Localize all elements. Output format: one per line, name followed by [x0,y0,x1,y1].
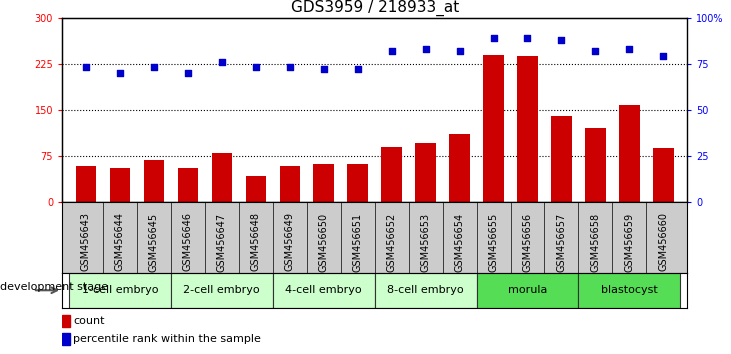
Text: blastocyst: blastocyst [601,285,658,295]
Point [488,35,499,41]
Point [624,46,635,52]
Point [80,64,92,70]
Text: GSM456647: GSM456647 [217,212,227,272]
Text: GSM456648: GSM456648 [251,212,261,272]
Text: GSM456652: GSM456652 [387,212,397,272]
Text: GSM456656: GSM456656 [523,212,532,272]
Text: 4-cell embryo: 4-cell embryo [285,285,362,295]
Bar [619,105,640,202]
Bar [110,168,130,202]
Bar [375,273,477,308]
Text: morula: morula [508,285,548,295]
Point [522,35,534,41]
Point [216,59,227,65]
Bar [144,160,164,202]
Bar [347,164,368,202]
Text: 1-cell embryo: 1-cell embryo [82,285,158,295]
Text: 2-cell embryo: 2-cell embryo [183,285,260,295]
Bar [578,273,681,308]
Text: GSM456645: GSM456645 [149,212,159,272]
Bar [171,273,273,308]
Bar [483,55,504,202]
Bar [586,128,605,202]
Point [386,48,398,54]
Bar [246,176,266,202]
Text: GSM456650: GSM456650 [319,212,329,272]
Bar [178,168,198,202]
Point [556,37,567,42]
Text: GSM456646: GSM456646 [183,212,193,272]
Text: development stage: development stage [0,282,108,292]
Point [657,53,669,59]
Bar [69,273,171,308]
Bar [654,148,673,202]
Text: count: count [73,316,105,326]
Point [148,64,159,70]
Bar [551,116,572,202]
Text: GSM456651: GSM456651 [352,212,363,272]
Point [352,67,363,72]
Bar [76,166,96,202]
Bar [62,333,70,345]
Point [250,64,262,70]
Point [318,67,330,72]
Text: GSM456649: GSM456649 [284,212,295,272]
Point [454,48,466,54]
Text: GSM456657: GSM456657 [556,212,567,272]
Text: GSM456660: GSM456660 [659,212,668,272]
Bar [314,164,334,202]
Text: GSM456644: GSM456644 [115,212,125,272]
Point [420,46,431,52]
Point [182,70,194,76]
Bar [273,273,374,308]
Point [284,64,295,70]
Text: GSM456653: GSM456653 [420,212,431,272]
Text: GSM456658: GSM456658 [591,212,600,272]
Bar [382,147,402,202]
Text: GSM456643: GSM456643 [81,212,91,272]
Text: GSM456659: GSM456659 [624,212,635,272]
Bar [450,134,470,202]
Bar [62,315,70,327]
Bar [415,143,436,202]
Bar [211,153,232,202]
Bar [477,273,578,308]
Text: GSM456655: GSM456655 [488,212,499,272]
Bar [518,56,538,202]
Text: 8-cell embryo: 8-cell embryo [387,285,464,295]
Text: percentile rank within the sample: percentile rank within the sample [73,334,261,344]
Point [114,70,126,76]
Title: GDS3959 / 218933_at: GDS3959 / 218933_at [290,0,459,16]
Point [590,48,602,54]
Bar [279,166,300,202]
Text: GSM456654: GSM456654 [455,212,465,272]
